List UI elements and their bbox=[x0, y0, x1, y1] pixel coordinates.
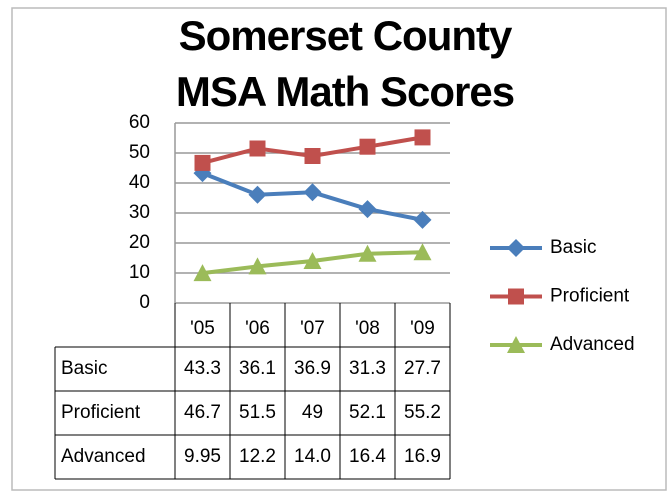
chart-title: Somerset County MSA Math Scores bbox=[175, 12, 515, 115]
table-cell: 49 bbox=[302, 402, 323, 423]
x-tick-label: '05 bbox=[190, 318, 215, 339]
table-row-label: Proficient bbox=[61, 402, 141, 423]
y-tick-label: 30 bbox=[129, 202, 150, 223]
marker bbox=[194, 154, 211, 171]
y-tick-label: 0 bbox=[139, 292, 150, 313]
marker bbox=[248, 257, 267, 275]
y-tick-label: 50 bbox=[129, 142, 150, 163]
marker bbox=[303, 183, 322, 202]
table-row-label: Basic bbox=[61, 358, 107, 379]
legend-marker bbox=[508, 288, 524, 305]
marker bbox=[358, 244, 377, 262]
table-row-label: Advanced bbox=[61, 446, 146, 467]
marker bbox=[358, 200, 377, 219]
marker bbox=[304, 148, 321, 164]
chart-frame bbox=[11, 7, 667, 491]
legend-marker bbox=[507, 239, 525, 257]
table-cell: 16.4 bbox=[349, 446, 386, 467]
table-cell: 9.95 bbox=[184, 446, 221, 467]
y-tick-label: 20 bbox=[129, 232, 150, 253]
y-tick-label: 60 bbox=[129, 112, 150, 133]
x-tick-label: '06 bbox=[245, 318, 270, 339]
marker bbox=[303, 252, 322, 269]
table-cell: 46.7 bbox=[184, 402, 221, 423]
table-cell: 52.1 bbox=[349, 402, 386, 423]
title-box: Somerset County MSA Math Scores bbox=[175, 12, 515, 115]
table-cell: 27.7 bbox=[404, 358, 441, 379]
table-cell: 55.2 bbox=[404, 402, 441, 423]
y-tick-label: 40 bbox=[129, 172, 150, 193]
marker bbox=[249, 140, 266, 157]
x-tick-label: '09 bbox=[410, 318, 435, 339]
marker bbox=[193, 264, 212, 282]
marker bbox=[413, 243, 432, 261]
marker bbox=[359, 138, 376, 155]
x-tick-label: '07 bbox=[300, 318, 325, 339]
table-cell: 36.9 bbox=[294, 358, 331, 379]
table-cell: 43.3 bbox=[184, 358, 221, 379]
table-cell: 16.9 bbox=[404, 446, 441, 467]
table-cell: 51.5 bbox=[239, 402, 276, 423]
legend-label: Basic bbox=[550, 237, 596, 258]
marker bbox=[413, 210, 432, 229]
legend-label: Proficient bbox=[550, 286, 630, 307]
table-cell: 14.0 bbox=[294, 446, 331, 467]
table-cell: 36.1 bbox=[239, 358, 276, 379]
legend-label: Advanced bbox=[550, 334, 635, 355]
table-cell: 31.3 bbox=[349, 358, 386, 379]
marker bbox=[248, 185, 267, 204]
legend-marker bbox=[507, 336, 525, 353]
x-tick-label: '08 bbox=[355, 318, 380, 339]
y-tick-label: 10 bbox=[129, 262, 150, 283]
table-cell: 12.2 bbox=[239, 446, 276, 467]
marker bbox=[414, 129, 431, 146]
